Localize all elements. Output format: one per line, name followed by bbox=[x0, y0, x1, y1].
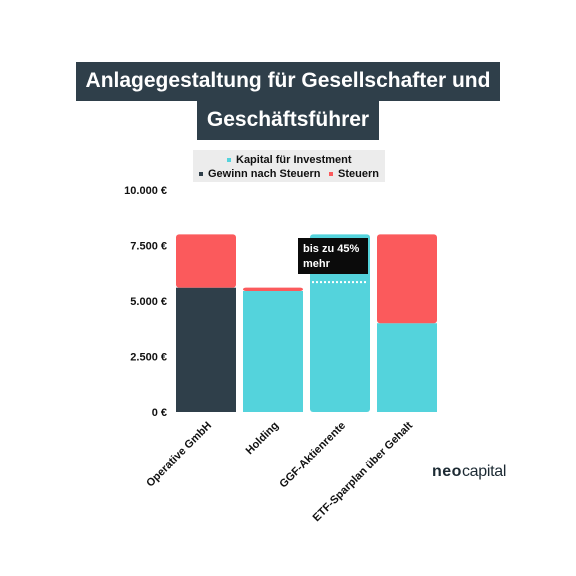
brand-logo-capital: capital bbox=[461, 463, 507, 480]
y-tick-label: 10.000 € bbox=[124, 185, 167, 197]
x-tick-label: Holding bbox=[244, 420, 281, 457]
legend-item-steuern: Steuern bbox=[329, 168, 379, 180]
bar-segment bbox=[310, 234, 370, 412]
legend-label-steuern: Steuern bbox=[338, 168, 379, 180]
title-block: Anlagegestaltung für Gesellschafter und … bbox=[0, 62, 576, 140]
legend-item-kapital: Kapital für Investment bbox=[227, 154, 352, 166]
y-tick-label: 2.500 € bbox=[130, 352, 167, 364]
annotation-box bbox=[298, 238, 368, 274]
legend-swatch-kapital bbox=[227, 158, 231, 162]
bar-segment bbox=[243, 287, 303, 292]
brand-logo: neocapital bbox=[432, 463, 506, 481]
legend-label-kapital: Kapital für Investment bbox=[236, 154, 352, 166]
y-tick-label: 0 € bbox=[152, 407, 167, 419]
chart-title-line-1: Anlagegestaltung für Gesellschafter und bbox=[75, 62, 501, 101]
annotation-text-line-1: bis zu 45% bbox=[303, 243, 359, 255]
brand-logo-neo: neo bbox=[432, 463, 462, 480]
legend-swatch-steuern bbox=[329, 172, 333, 176]
x-tick-label: Operative GmbH bbox=[144, 420, 214, 490]
legend-swatch-gewinn bbox=[199, 172, 203, 176]
chart-title-line-2: Geschäftsführer bbox=[196, 101, 380, 140]
y-tick-label: 7.500 € bbox=[130, 241, 167, 253]
bar-segment bbox=[377, 234, 437, 324]
legend-label-gewinn: Gewinn nach Steuern bbox=[208, 168, 321, 180]
y-tick-label: 5.000 € bbox=[130, 296, 167, 308]
chart-legend: Kapital für Investment Gewinn nach Steue… bbox=[193, 150, 385, 182]
x-tick-label: GGF-Aktienrente bbox=[277, 420, 348, 491]
bar-segment bbox=[176, 234, 236, 288]
bar-segment bbox=[243, 291, 303, 412]
annotation-text-line-2: mehr bbox=[303, 258, 331, 270]
bar-segment bbox=[176, 287, 236, 412]
legend-item-gewinn: Gewinn nach Steuern bbox=[199, 168, 320, 180]
bar-segment bbox=[377, 323, 437, 412]
